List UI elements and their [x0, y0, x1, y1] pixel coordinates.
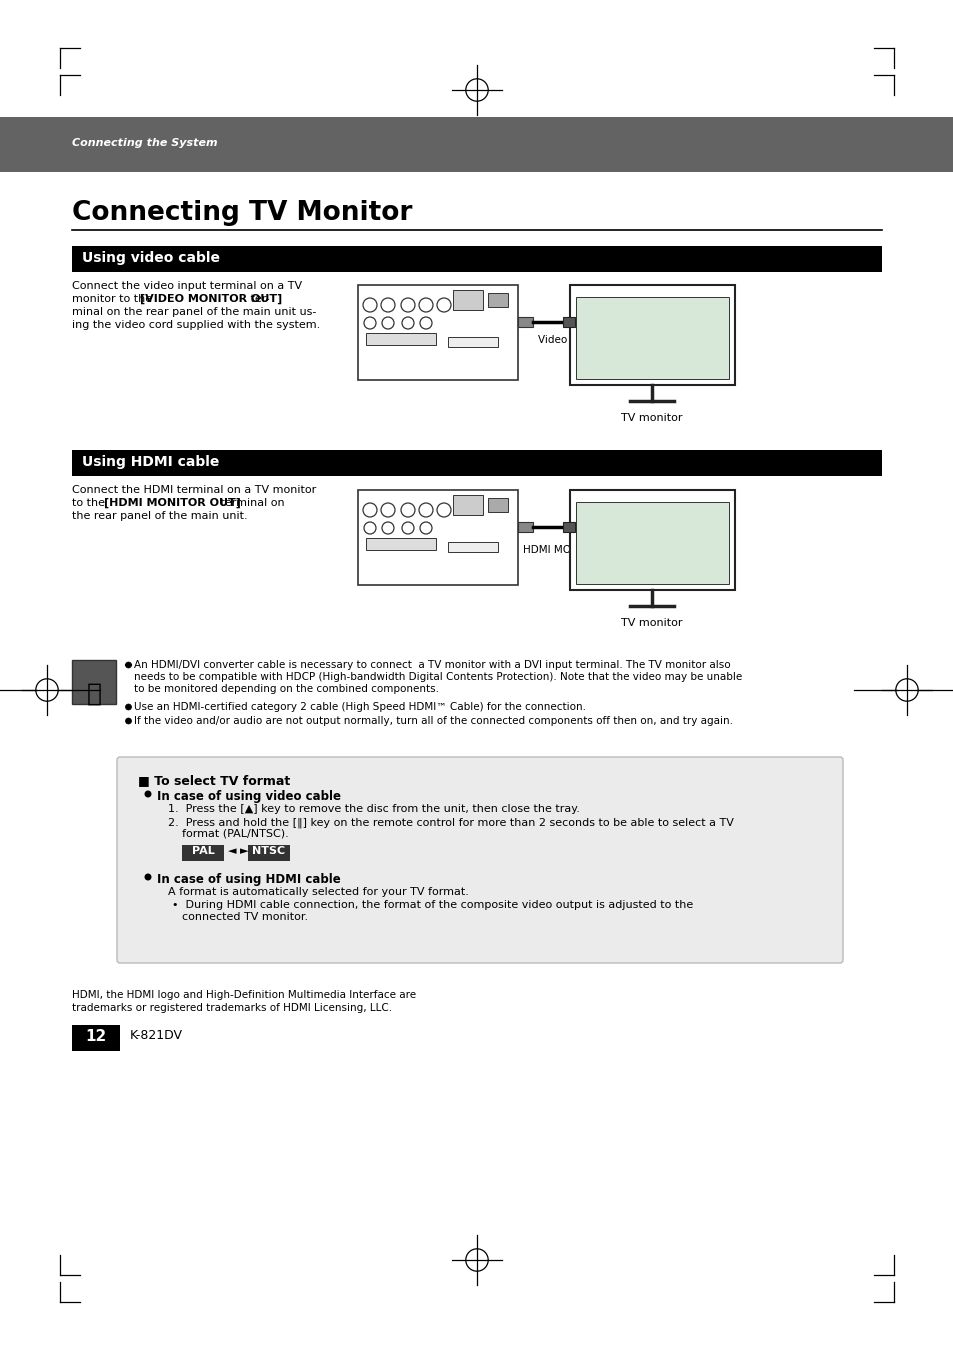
- Bar: [517, 522, 533, 532]
- Bar: [357, 285, 517, 379]
- Text: to the: to the: [71, 498, 109, 508]
- Bar: [562, 522, 575, 532]
- Text: In case of using HDMI cable: In case of using HDMI cable: [157, 873, 340, 886]
- Text: minal on the rear panel of the main unit us-: minal on the rear panel of the main unit…: [71, 306, 316, 317]
- Bar: [488, 498, 507, 512]
- Text: K-821DV: K-821DV: [130, 1029, 183, 1042]
- Bar: [453, 495, 482, 514]
- Bar: [488, 293, 507, 306]
- Text: connected TV monitor.: connected TV monitor.: [182, 913, 308, 922]
- Text: PAL: PAL: [192, 846, 214, 856]
- Text: If the video and/or audio are not output normally, turn all of the connected com: If the video and/or audio are not output…: [133, 716, 732, 726]
- Text: to be monitored depending on the combined components.: to be monitored depending on the combine…: [133, 684, 438, 694]
- Bar: [0, 117, 953, 171]
- Ellipse shape: [144, 873, 152, 880]
- Text: ■ To select TV format: ■ To select TV format: [138, 774, 290, 787]
- Bar: [357, 490, 517, 585]
- Text: Use an HDMI-certified category 2 cable (High Speed HDMI™ Cable) for the connecti: Use an HDMI-certified category 2 cable (…: [133, 702, 585, 711]
- Text: Video input: Video input: [537, 335, 597, 346]
- Bar: [576, 502, 728, 585]
- Bar: [448, 541, 497, 552]
- FancyBboxPatch shape: [117, 757, 842, 963]
- Text: ing the video cord supplied with the system.: ing the video cord supplied with the sys…: [71, 320, 320, 329]
- Text: ◄ ►: ◄ ►: [228, 846, 248, 856]
- Text: NTSC: NTSC: [253, 846, 285, 856]
- Text: Using HDMI cable: Using HDMI cable: [82, 455, 219, 468]
- Bar: [569, 490, 734, 590]
- Bar: [71, 1025, 120, 1052]
- Text: Connecting TV Monitor: Connecting TV Monitor: [71, 200, 412, 225]
- Ellipse shape: [144, 791, 152, 798]
- Bar: [366, 333, 436, 346]
- Bar: [71, 660, 116, 703]
- Text: [HDMI MONITOR OUT]: [HDMI MONITOR OUT]: [104, 498, 240, 508]
- Text: Connect the HDMI terminal on a TV monitor: Connect the HDMI terminal on a TV monito…: [71, 485, 315, 495]
- Bar: [517, 317, 533, 327]
- Text: HDMI, the HDMI logo and High-Definition Multimedia Interface are: HDMI, the HDMI logo and High-Definition …: [71, 990, 416, 1000]
- Bar: [562, 317, 575, 327]
- Text: Connect the video input terminal on a TV: Connect the video input terminal on a TV: [71, 281, 302, 292]
- Text: 2.  Press and hold the [‖] key on the remote control for more than 2 seconds to : 2. Press and hold the [‖] key on the rem…: [168, 817, 733, 828]
- Text: monitor to the: monitor to the: [71, 294, 155, 304]
- Text: terminal on: terminal on: [216, 498, 284, 508]
- Text: Connecting the System: Connecting the System: [71, 138, 217, 148]
- Text: needs to be compatible with HDCP (High-bandwidth Digital Contents Protection). N: needs to be compatible with HDCP (High-b…: [133, 672, 741, 682]
- Text: format (PAL/NTSC).: format (PAL/NTSC).: [182, 829, 289, 838]
- Ellipse shape: [126, 718, 132, 724]
- Bar: [182, 845, 224, 861]
- Ellipse shape: [126, 703, 132, 710]
- Bar: [248, 845, 290, 861]
- Bar: [576, 297, 728, 379]
- Text: TV monitor: TV monitor: [620, 413, 682, 423]
- Text: the rear panel of the main unit.: the rear panel of the main unit.: [71, 512, 248, 521]
- Text: A format is automatically selected for your TV format.: A format is automatically selected for y…: [168, 887, 468, 896]
- Text: trademarks or registered trademarks of HDMI Licensing, LLC.: trademarks or registered trademarks of H…: [71, 1003, 392, 1012]
- Bar: [71, 450, 882, 477]
- Text: •  During HDMI cable connection, the format of the composite video output is adj: • During HDMI cable connection, the form…: [172, 900, 693, 910]
- Bar: [448, 338, 497, 347]
- Text: In case of using video cable: In case of using video cable: [157, 790, 340, 803]
- Text: [VIDEO MONITOR OUT]: [VIDEO MONITOR OUT]: [140, 294, 282, 304]
- Text: ter-: ter-: [247, 294, 270, 304]
- Bar: [366, 539, 436, 549]
- Text: 💡: 💡: [87, 682, 101, 706]
- Text: Using video cable: Using video cable: [82, 251, 220, 265]
- Text: 12: 12: [85, 1029, 107, 1044]
- Text: 1.  Press the [▲] key to remove the disc from the unit, then close the tray.: 1. Press the [▲] key to remove the disc …: [168, 805, 579, 814]
- Bar: [569, 285, 734, 385]
- Ellipse shape: [126, 662, 132, 668]
- Text: TV monitor: TV monitor: [620, 618, 682, 628]
- Text: HDMI MONITOR IN: HDMI MONITOR IN: [522, 545, 617, 555]
- Bar: [453, 290, 482, 310]
- Bar: [71, 246, 882, 271]
- Text: An HDMI/DVI converter cable is necessary to connect  a TV monitor with a DVI inp: An HDMI/DVI converter cable is necessary…: [133, 660, 730, 670]
